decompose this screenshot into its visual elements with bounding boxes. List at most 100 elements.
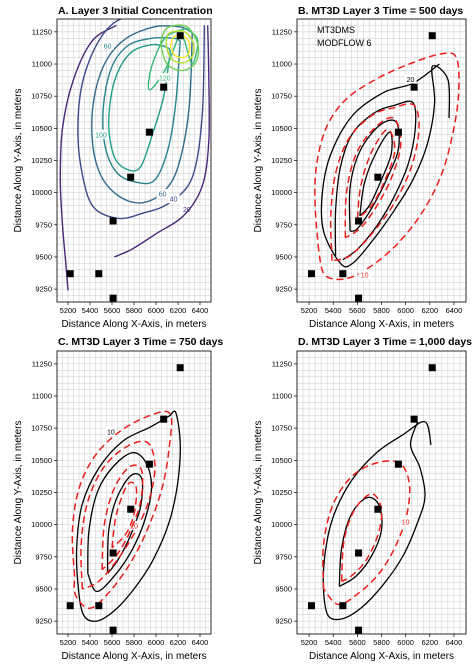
y-tick-label: 10500 bbox=[271, 124, 292, 133]
well-marker bbox=[145, 460, 153, 468]
x-tick-label: 5600 bbox=[349, 306, 366, 315]
panel-title: C. MT3D Layer 3 Time = 750 days bbox=[58, 336, 223, 348]
y-tick-label: 10250 bbox=[31, 488, 52, 497]
grid bbox=[296, 350, 467, 635]
ticks: 5200 5400 5600 5800 6000 6200 6400 9250 9500 9750… bbox=[271, 27, 462, 315]
y-tick-label: 11250 bbox=[272, 359, 292, 368]
well-marker bbox=[428, 32, 436, 40]
y-tick-label: 11000 bbox=[272, 60, 292, 69]
well-marker bbox=[176, 32, 184, 40]
well-marker bbox=[374, 173, 382, 181]
well-marker bbox=[145, 128, 153, 136]
chart-panel-a: A. Layer 3 Initial Concentration20406060… bbox=[13, 5, 213, 330]
well-marker bbox=[410, 415, 418, 423]
x-tick-label: 6000 bbox=[397, 638, 414, 647]
contours: 10 bbox=[322, 420, 432, 621]
y-tick-label: 9250 bbox=[275, 285, 292, 294]
grid bbox=[56, 18, 212, 303]
panel-title: B. MT3D Layer 3 Time = 500 days bbox=[298, 5, 463, 17]
y-tick-label: 11250 bbox=[32, 27, 52, 36]
contour-line-60 bbox=[91, 25, 193, 204]
y-tick-label: 9250 bbox=[35, 617, 52, 626]
y-tick-label: 9750 bbox=[275, 552, 292, 561]
contour-line-180 bbox=[169, 34, 191, 59]
legend: MT3DMS MODFLOW 6 bbox=[317, 25, 372, 48]
wells bbox=[307, 364, 436, 634]
y-tick-label: 9500 bbox=[35, 584, 52, 593]
y-tick-label: 9750 bbox=[275, 220, 292, 229]
mt3dms-contour bbox=[334, 100, 417, 261]
well-marker bbox=[339, 602, 347, 610]
x-tick-label: 5800 bbox=[126, 306, 143, 315]
modflow6-contour bbox=[329, 102, 420, 262]
ticks: 5200 5400 5600 5800 6000 6200 6400 9250 9500 9750… bbox=[31, 27, 208, 315]
well-marker bbox=[95, 270, 103, 278]
contour-label-bg bbox=[358, 269, 371, 279]
contour-line-100 bbox=[107, 43, 171, 172]
well-marker bbox=[307, 602, 315, 610]
well-marker bbox=[355, 549, 363, 557]
contour-line-40 bbox=[77, 19, 206, 220]
well-marker bbox=[339, 270, 347, 278]
x-tick-label: 5800 bbox=[373, 638, 390, 647]
x-tick-label: 5400 bbox=[82, 306, 99, 315]
legend-entry: MODFLOW 6 bbox=[317, 38, 372, 48]
x-tick-label: 6400 bbox=[446, 638, 463, 647]
contour-label-bg bbox=[180, 204, 193, 214]
x-tick-label: 6400 bbox=[192, 638, 209, 647]
y-axis-label: Distance Along Y-Axis, in meters bbox=[253, 421, 264, 565]
x-tick-label: 5400 bbox=[325, 306, 342, 315]
contour-label-bg bbox=[104, 427, 117, 437]
modflow6-contour bbox=[340, 493, 383, 582]
y-tick-label: 10250 bbox=[31, 156, 52, 165]
well-marker bbox=[176, 364, 184, 372]
y-tick-label: 10750 bbox=[31, 92, 52, 101]
y-tick-label: 9750 bbox=[35, 552, 52, 561]
well-marker bbox=[307, 270, 315, 278]
wells bbox=[66, 364, 184, 634]
y-tick-label: 11000 bbox=[32, 60, 52, 69]
grid bbox=[56, 350, 212, 635]
y-tick-label: 10000 bbox=[271, 188, 292, 197]
contour-label: 60 bbox=[104, 44, 112, 51]
well-marker bbox=[109, 294, 117, 302]
mt3dms-contour bbox=[320, 63, 451, 268]
x-tick-label: 6000 bbox=[148, 306, 165, 315]
x-tick-label: 5400 bbox=[325, 638, 342, 647]
y-tick-label: 9250 bbox=[275, 617, 292, 626]
x-tick-label: 5800 bbox=[373, 306, 390, 315]
contour-label: 20 bbox=[130, 523, 138, 530]
y-tick-label: 10500 bbox=[271, 456, 292, 465]
contour-line-20 bbox=[59, 24, 117, 291]
ticks: 5200 5400 5600 5800 6000 6200 6400 9250 9500 9750… bbox=[31, 359, 208, 647]
contour-label: 10 bbox=[402, 520, 410, 527]
x-tick-label: 5600 bbox=[104, 306, 121, 315]
x-axis-label: Distance Along X-Axis, in meters bbox=[309, 651, 454, 662]
contour-label: 10 bbox=[107, 430, 115, 437]
contour-label: 10 bbox=[361, 272, 369, 279]
y-tick-label: 9500 bbox=[275, 584, 292, 593]
x-tick-label: 6000 bbox=[148, 638, 165, 647]
y-tick-label: 10000 bbox=[31, 188, 52, 197]
well-marker bbox=[355, 217, 363, 225]
contour-label-bg bbox=[404, 74, 417, 84]
contour-label-bg bbox=[101, 41, 114, 51]
y-tick-label: 10750 bbox=[271, 92, 292, 101]
ticks: 5200 5400 5600 5800 6000 6200 6400 9250 9500 9750… bbox=[271, 359, 462, 647]
x-tick-label: 5400 bbox=[82, 638, 99, 647]
y-tick-label: 11250 bbox=[272, 27, 292, 36]
y-tick-label: 10500 bbox=[31, 456, 52, 465]
contour-label: 20 bbox=[183, 207, 191, 214]
y-tick-label: 9250 bbox=[35, 285, 52, 294]
y-tick-label: 10500 bbox=[31, 124, 52, 133]
modflow6-contour bbox=[111, 481, 138, 549]
well-marker bbox=[127, 173, 135, 181]
y-tick-label: 10750 bbox=[31, 424, 52, 433]
y-tick-label: 9750 bbox=[35, 220, 52, 229]
y-tick-label: 9500 bbox=[275, 252, 292, 261]
contour-label-bg bbox=[128, 520, 140, 530]
panel-title: A. Layer 3 Initial Concentration bbox=[58, 5, 213, 17]
